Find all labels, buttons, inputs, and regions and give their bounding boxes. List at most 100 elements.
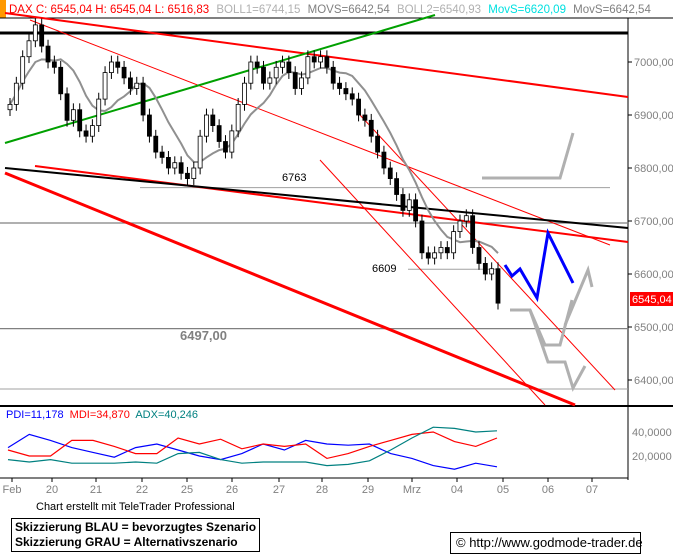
candle-body bbox=[83, 130, 89, 137]
gray-scenario-up bbox=[482, 132, 575, 180]
indicator-line-adx bbox=[7, 426, 498, 467]
gray-scenario-mid bbox=[510, 299, 574, 347]
candle-body bbox=[343, 88, 349, 95]
x-tick-label: 06 bbox=[542, 484, 554, 496]
channel-line-red bbox=[29, 19, 611, 246]
candle-body bbox=[20, 56, 26, 84]
last-price-label: 6545,04 bbox=[632, 294, 672, 306]
candle-body bbox=[204, 114, 209, 137]
candle-body bbox=[356, 98, 361, 116]
candle-body bbox=[280, 61, 285, 68]
candle-body bbox=[349, 93, 355, 100]
candle-body bbox=[185, 172, 190, 180]
candle-body bbox=[330, 66, 336, 84]
candle-body bbox=[39, 24, 45, 47]
candle-body bbox=[406, 199, 412, 211]
candle-body bbox=[134, 82, 140, 89]
candle-body bbox=[140, 82, 146, 116]
x-tick-label: Mrz bbox=[403, 484, 421, 496]
candle-body bbox=[482, 262, 488, 275]
adx-value: ADX=40,246 bbox=[135, 409, 198, 421]
candle-body bbox=[109, 61, 114, 73]
candle-body bbox=[368, 119, 374, 137]
candle-body bbox=[394, 178, 399, 195]
candle-body bbox=[375, 135, 380, 153]
candle-body bbox=[51, 61, 57, 68]
candle-body bbox=[32, 24, 38, 42]
x-tick-label: 26 bbox=[226, 484, 238, 496]
candle-body bbox=[166, 156, 171, 169]
candle-body bbox=[216, 125, 222, 142]
x-tick-label: 04 bbox=[451, 484, 463, 496]
y-tick-label: 6900,00 bbox=[634, 110, 673, 122]
candle-body bbox=[153, 135, 159, 153]
candle-body bbox=[476, 247, 482, 264]
candle-body bbox=[305, 56, 311, 79]
candle-body bbox=[489, 268, 495, 275]
candle-body bbox=[254, 61, 260, 68]
candle-body bbox=[324, 56, 330, 68]
candle-body bbox=[400, 194, 406, 211]
gray-scenario-rebound bbox=[563, 265, 594, 326]
chart-credit: Chart erstellt mit TeleTrader Profession… bbox=[36, 501, 235, 513]
candle-body bbox=[362, 114, 368, 121]
candle-body bbox=[311, 56, 317, 63]
candle-body bbox=[299, 77, 304, 89]
channel-line-red-outer bbox=[359, 114, 616, 391]
y-tick-label: 6800,00 bbox=[634, 163, 673, 175]
candle-body bbox=[463, 215, 469, 222]
candle-body bbox=[45, 45, 51, 63]
candle-body bbox=[248, 61, 254, 84]
pdi-value: PDI=11,178 bbox=[6, 409, 64, 421]
x-tick-label: 22 bbox=[136, 484, 148, 496]
candle-body bbox=[128, 77, 133, 89]
x-tick-label: Feb bbox=[3, 484, 22, 496]
scenario-legend: Skizzierung BLAU = bevorzugtes Szenario … bbox=[11, 518, 261, 552]
indicator-y-tick-label: 20,0000 bbox=[632, 451, 672, 463]
indicator-line-mdi bbox=[7, 431, 498, 460]
candle-body bbox=[96, 98, 102, 126]
x-tick-label: 20 bbox=[46, 484, 58, 496]
indicator-header: PDI=11,178 MDI=34,870 ADX=40,246 bbox=[6, 409, 198, 421]
x-tick-label: 21 bbox=[90, 484, 102, 496]
candle-body bbox=[147, 114, 152, 137]
y-tick-label: 7000,00 bbox=[634, 57, 673, 69]
trendline-red-thick bbox=[4, 171, 576, 407]
x-tick-label: 27 bbox=[273, 484, 285, 496]
candle-body bbox=[495, 268, 501, 304]
candle-body bbox=[172, 162, 178, 169]
last-price-box bbox=[630, 292, 673, 306]
candle-body bbox=[261, 66, 266, 84]
channel-line-red-lower bbox=[319, 159, 546, 406]
blue-scenario bbox=[503, 228, 575, 303]
y-tick-label: 6500,00 bbox=[634, 322, 673, 334]
moving-average-line bbox=[9, 58, 499, 254]
x-tick-label: 29 bbox=[362, 484, 374, 496]
candle-body bbox=[197, 135, 203, 169]
candle-body bbox=[223, 141, 228, 153]
legend-blue: Skizzierung BLAU = bevorzugtes Szenario bbox=[15, 520, 257, 534]
candle-body bbox=[159, 151, 165, 158]
trendline-black bbox=[4, 167, 629, 229]
y-tick-label: 6700,00 bbox=[634, 216, 673, 228]
trendline-green bbox=[4, 14, 436, 144]
legend-gray: Skizzierung GRAU = Alternativszenario bbox=[15, 535, 238, 549]
level-label-6763: 6763 bbox=[282, 172, 306, 184]
candle-body bbox=[115, 61, 121, 68]
header-readout: DAX C: 6545,04 H: 6545,04 L: 6516,83 BOL… bbox=[9, 4, 651, 16]
movs-cyan-value: MovS=6620,09 bbox=[488, 4, 566, 16]
copyright-link[interactable]: © http://www.godmode-trader.de bbox=[450, 532, 643, 554]
mdi-value: MDI=34,870 bbox=[70, 409, 130, 421]
candle-body bbox=[77, 109, 83, 132]
y-tick-label: 6400,00 bbox=[634, 375, 673, 387]
candle-body bbox=[26, 40, 32, 58]
candle-body bbox=[7, 104, 13, 111]
x-tick-label: 28 bbox=[316, 484, 328, 496]
boll1-value: BOLL1=6744,15 bbox=[216, 4, 300, 16]
x-tick-label: 25 bbox=[181, 484, 193, 496]
candle-body bbox=[413, 199, 419, 222]
x-tick-label: 05 bbox=[497, 484, 509, 496]
level-label-6609: 6609 bbox=[372, 263, 396, 275]
